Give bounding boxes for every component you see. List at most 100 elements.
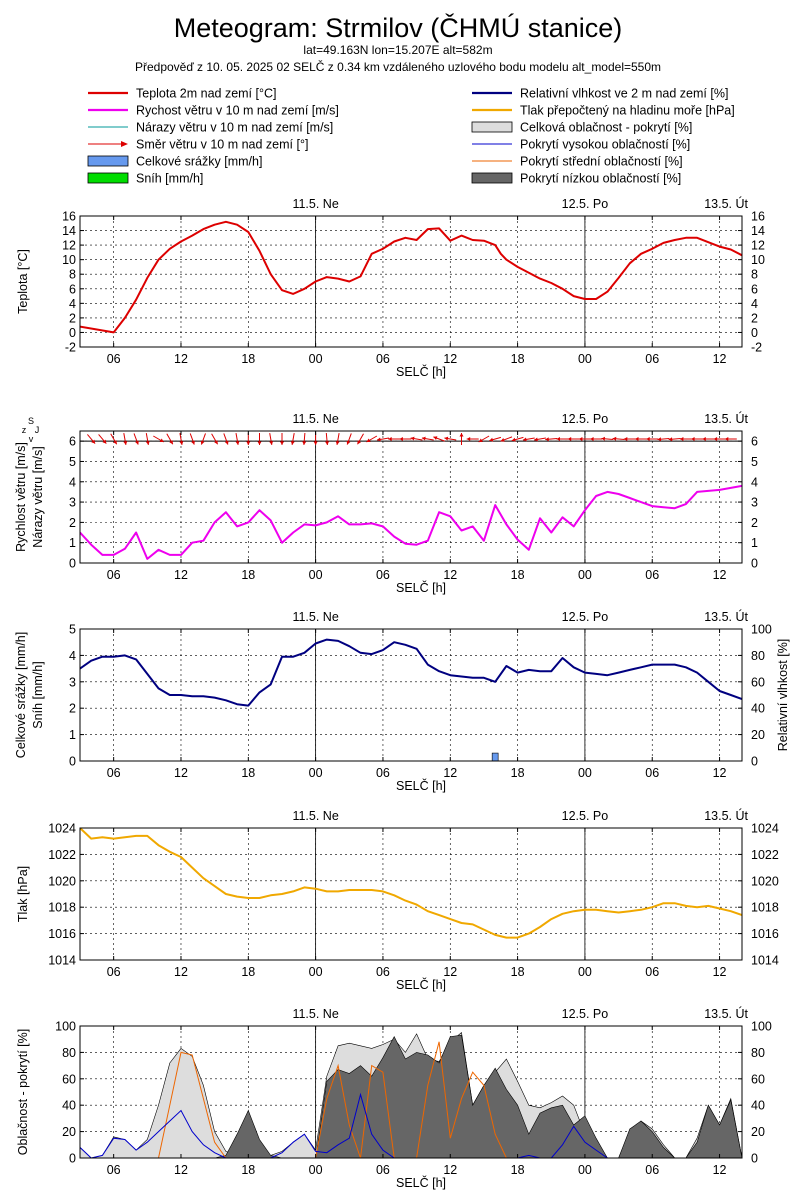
line-series [80,828,742,939]
wind-direction-arrowhead [91,439,96,444]
x-tick-label: 06 [376,766,390,780]
y-tick-label: 1014 [48,954,76,968]
y-tick-label-right: 1018 [751,901,779,915]
y-tick-label: 6 [69,435,76,449]
wind-direction-arrowhead [522,437,527,442]
plot-frame [79,827,743,961]
x-tick-label: 18 [511,352,525,366]
x-tick-label: 18 [241,1163,255,1177]
legend-item: Pokrytí střední oblačností [%] [472,155,683,169]
legend-item: Tlak přepočtený na hladinu moře [hPa] [472,104,735,118]
day-label: 13.5. Út [704,1006,748,1021]
legend: Teplota 2m nad zemí [°C] Relativní vlhkos… [87,87,735,186]
x-axis-label: SELČ [h] [396,977,446,992]
x-tick-label: 12 [443,352,457,366]
y-tick-label: 80 [62,1046,76,1060]
y-tick-label: 1 [69,536,76,550]
day-label: 13.5. Út [704,411,748,426]
y-tick-label-right: 20 [751,1125,765,1139]
x-tick-label: 06 [645,352,659,366]
y-tick-label-right: 1020 [751,874,779,888]
x-tick-label: 12 [713,1163,727,1177]
x-tick-label: 00 [578,1163,592,1177]
x-tick-label: 12 [174,568,188,582]
day-label: 13.5. Út [704,196,748,211]
y-tick-label-right: 3 [751,496,758,510]
plot-frame [79,215,743,348]
y-tick-label: 1 [69,728,76,742]
compass-letter: z [22,425,27,435]
wind-direction-arrowhead [590,437,594,441]
wind-direction-arrowhead [388,437,392,441]
y-tick-label: 1022 [48,848,76,862]
legend-arrowhead [121,141,128,147]
legend-item: Celková oblačnost - pokrytí [%] [471,121,692,135]
legend-item: Pokrytí vysokou oblačností [%] [472,138,690,152]
x-tick-label: 06 [376,1163,390,1177]
x-tick-label: 18 [511,1163,525,1177]
wind-direction-arrowhead [623,437,628,441]
y-tick-label-right: 60 [751,675,765,689]
legend-label: Směr větru v 10 m nad zemí [°] [136,138,308,152]
day-label: 12.5. Po [562,412,609,426]
y-tick-label-right: 0 [751,755,758,769]
y-tick-label: 40 [62,1099,76,1113]
wind-direction-arrowhead [433,436,438,440]
plot-frame [79,1025,743,1159]
forecast-info: Předpověď z 10. 05. 2025 02 SELČ z 0.34 … [135,59,661,74]
y-tick-label-right: 1014 [751,954,779,968]
x-tick-label: 12 [443,766,457,780]
y-axis-label: Tlak [hPa] [16,866,30,922]
y-tick-label: 4 [69,297,76,311]
day-label: 11.5. Ne [292,1007,338,1021]
wind-direction-arrowhead [724,437,729,441]
legend-label: Pokrytí nízkou oblačností [%] [520,172,681,186]
y-tick-label: 6 [69,282,76,296]
wind-direction-arrowhead [102,439,107,444]
chart-title: Meteogram: Strmilov (ČHMÚ stanice) [174,12,623,43]
x-tick-label: 12 [443,965,457,979]
wind-direction-arrowhead [444,436,449,441]
day-label: 13.5. Út [704,808,748,823]
y-tick-label-right: 60 [751,1072,765,1086]
x-tick-label: 12 [713,352,727,366]
x-tick-label: 18 [511,568,525,582]
legend-swatch [471,172,513,184]
wind-direction-arrowhead [357,440,361,445]
y-tick-label-right: 10 [751,253,765,267]
y-tick-label: 60 [62,1072,76,1086]
y-axis-label: Teplota [°C] [16,249,30,314]
wind-direction-arrowhead [145,441,150,445]
wind-direction-arrowhead [169,440,173,445]
legend-label: Tlak přepočtený na hladinu moře [hPa] [520,104,735,118]
x-tick-label: 12 [713,766,727,780]
y-axis-label: Oblačnost - pokrytí [%] [16,1029,30,1155]
day-label: 13.5. Út [704,609,748,624]
precipitation-bar [491,752,499,761]
x-axis-label: SELČ [h] [396,580,446,595]
y-tick-label: 1018 [48,901,76,915]
legend-item: Pokrytí nízkou oblačností [%] [471,172,681,186]
y-tick-label-right: 100 [751,1020,772,1034]
x-tick-label: 12 [174,352,188,366]
wind-direction-arrowhead [235,441,240,445]
day-label: 12.5. Po [562,197,609,211]
legend-label: Celková oblačnost - pokrytí [%] [520,121,692,135]
cloud-line-series [80,1041,742,1158]
legend-label: Sníh [mm/h] [136,172,203,186]
series-group [80,484,742,560]
y-tick-label-right: 40 [751,702,765,716]
y-tick-label: 3 [69,675,76,689]
y-tick-label: 14 [62,224,76,238]
wind-direction-arrowhead [335,441,340,445]
y-tick-label: 4 [69,649,76,663]
x-tick-label: 00 [309,352,323,366]
wind-direction-arrowhead [421,436,426,441]
x-tick-label: 12 [713,568,727,582]
wind-direction-arrowhead [459,433,464,437]
legend-label: Celkové srážky [mm/h] [136,155,262,169]
